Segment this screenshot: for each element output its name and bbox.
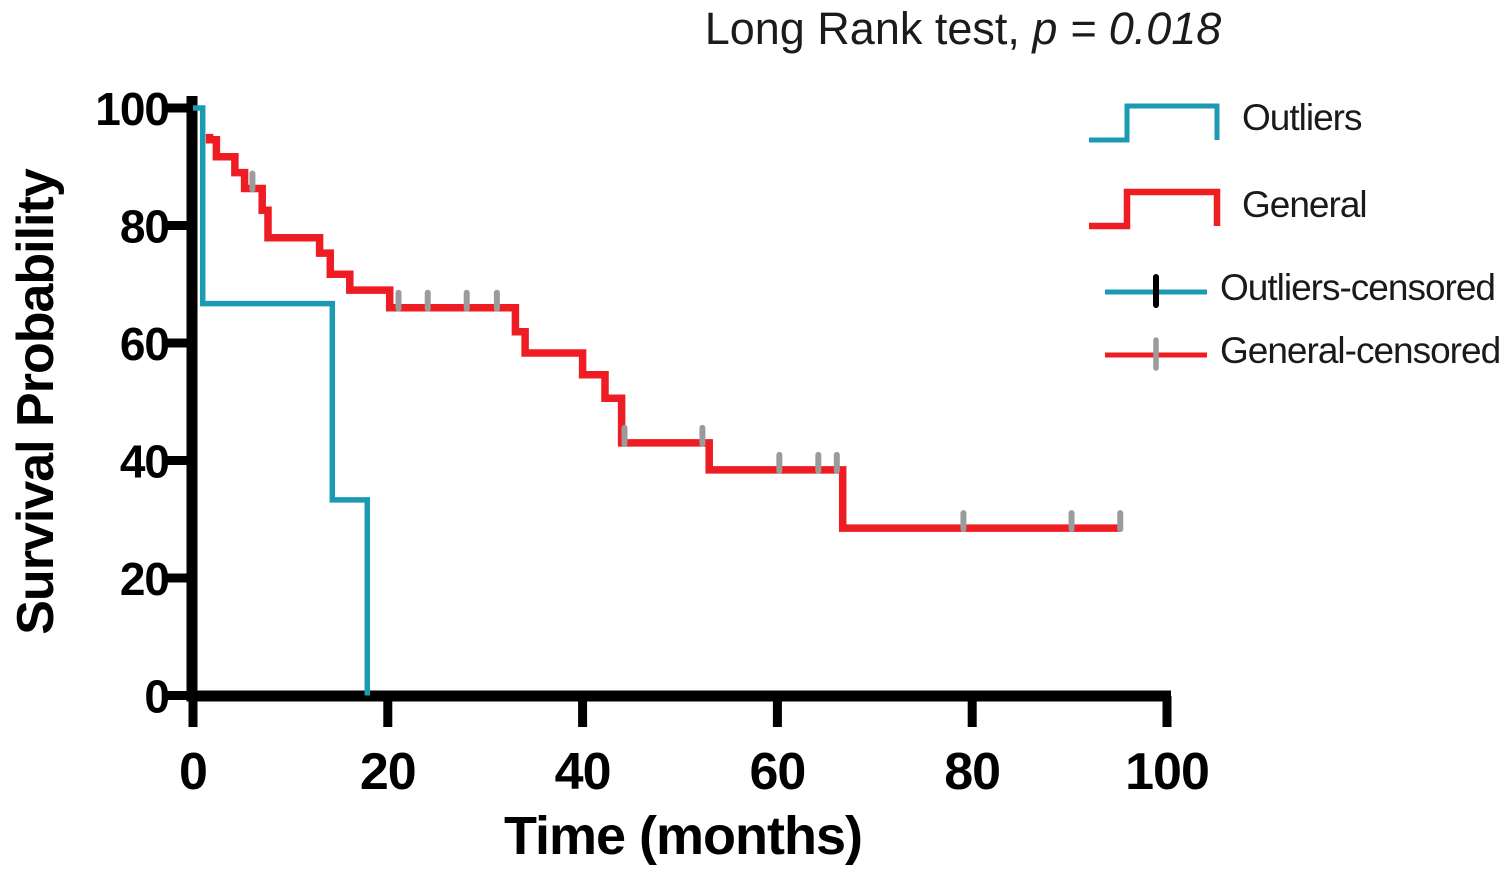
x-tick-label: 20: [360, 743, 416, 801]
chart-title-text: Long Rank test,: [704, 3, 1033, 54]
x-tick-label: 0: [179, 743, 207, 801]
y-tick-label: 20: [120, 553, 169, 605]
legend-label-outliers: Outliers: [1242, 97, 1362, 138]
legend-censor-icon-outliers: [1105, 274, 1207, 308]
y-tick-label: 40: [120, 436, 169, 488]
x-tick-label: 60: [749, 743, 805, 801]
survival-curve-general: [205, 133, 1121, 532]
survival-curve-outliers: [193, 105, 371, 696]
y-tick-label: 60: [120, 318, 169, 370]
y-tick-label: 100: [95, 83, 169, 135]
chart-title-pvalue: p = 0.018: [1032, 3, 1222, 54]
legend-step-icon-general: [1089, 188, 1221, 230]
legend: Outliers General Outliers-censored Gener…: [1080, 95, 1500, 390]
x-tick-label: 100: [1125, 743, 1209, 801]
x-tick-label: 40: [555, 743, 611, 801]
y-axis-title: Survival Probability: [7, 169, 65, 635]
x-tick-label: 80: [944, 743, 1000, 801]
legend-censor-icon-general: [1105, 337, 1207, 371]
y-tick-label: 0: [144, 671, 169, 723]
y-tick-label: 80: [120, 201, 169, 253]
chart-title: Long Rank test, p = 0.018: [705, 5, 1222, 52]
legend-step-icon-outliers: [1089, 103, 1220, 143]
legend-label-general-censored: General-censored: [1220, 330, 1500, 371]
x-axis-title: Time (months): [503, 806, 863, 866]
legend-label-outliers-censored: Outliers-censored: [1220, 267, 1496, 308]
legend-label-general: General: [1242, 184, 1368, 225]
